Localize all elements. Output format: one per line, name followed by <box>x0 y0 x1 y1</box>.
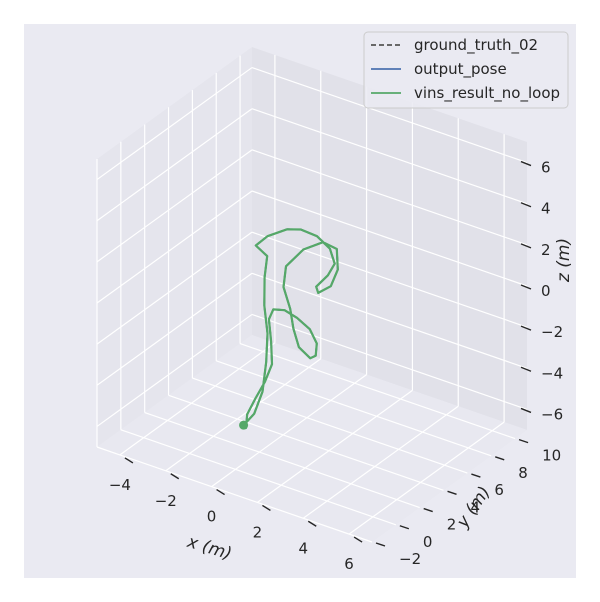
y-tick-label: 6 <box>494 481 504 499</box>
y-tick-mark <box>399 525 410 530</box>
z-tick-label: 2 <box>541 241 551 259</box>
x-gridline <box>119 342 276 456</box>
x-tick-label: 2 <box>253 523 263 541</box>
y-tick-mark <box>447 490 457 495</box>
grid-lines <box>96 54 528 543</box>
legend-label-ground-truth: ground_truth_02 <box>414 36 538 55</box>
y-gridline <box>192 377 468 474</box>
z-gridline <box>96 149 253 263</box>
series-vins-result-no-loop <box>242 228 339 430</box>
z-tick-mark <box>520 202 532 208</box>
z-gridline <box>251 149 528 246</box>
z-gridline <box>251 67 528 164</box>
z-gridline <box>251 231 528 328</box>
x-tick-mark <box>307 520 317 527</box>
legend-label-output-pose: output_pose <box>414 60 507 79</box>
x-gridline <box>211 374 367 488</box>
z-gridline <box>96 190 253 304</box>
x-tick-mark <box>216 488 225 496</box>
x-tick-label: 6 <box>344 555 354 573</box>
x-tick-mark <box>262 504 271 512</box>
z-tick-label: 4 <box>541 200 551 218</box>
z-tick-mark <box>520 243 532 249</box>
z-gridline <box>251 313 528 410</box>
legend-frame <box>363 31 569 109</box>
y-tick-label: 0 <box>423 533 433 551</box>
z-tick-mark <box>520 366 532 372</box>
x-tick-mark <box>124 457 134 464</box>
y-gridline <box>96 446 373 543</box>
y-tick-mark <box>518 438 529 444</box>
trajectories <box>239 228 339 430</box>
z-tick-mark <box>520 160 532 167</box>
x-gridline <box>302 405 459 519</box>
x-gridline <box>348 421 505 535</box>
y-tick-label: 2 <box>447 516 457 534</box>
z-gridline <box>96 313 253 427</box>
x-tick-label: 0 <box>207 508 217 526</box>
z-gridline <box>96 67 253 181</box>
z-gridline <box>96 231 253 345</box>
z-tick-mark <box>520 325 532 331</box>
z-axis-label: z (m) <box>554 238 574 283</box>
x-tick-label: −4 <box>109 476 131 494</box>
y-tick-label: 10 <box>542 447 561 465</box>
z-gridline <box>251 272 528 369</box>
z-tick-mark <box>520 284 532 290</box>
y-tick-label: −2 <box>399 550 421 568</box>
z-tick-label: −4 <box>541 364 563 382</box>
x-tick-label: −2 <box>155 492 177 510</box>
legend: ground_truth_02 output_pose vins_result_… <box>363 31 569 109</box>
legend-label-vins-no-loop: vins_result_no_loop <box>414 84 560 103</box>
z-tick-mark <box>520 407 532 414</box>
y-tick-mark <box>471 473 481 478</box>
trajectory-start-marker <box>239 420 249 430</box>
z-tick-label: 6 <box>541 159 551 177</box>
y-gridline <box>120 429 397 526</box>
y-tick-mark <box>423 507 433 513</box>
x-tick-mark <box>170 473 180 480</box>
x-tick-mark <box>353 536 363 543</box>
z-tick-label: −6 <box>541 405 563 423</box>
x-gridline <box>165 358 322 472</box>
y-tick-label: 4 <box>471 498 481 516</box>
x-gridline <box>257 389 413 503</box>
z-gridline <box>251 190 528 287</box>
z-gridline <box>96 272 253 386</box>
z-tick-label: 0 <box>541 282 551 300</box>
y-gridline <box>239 343 516 440</box>
z-gridline <box>251 108 528 205</box>
y-gridline <box>144 411 420 509</box>
y-gridline <box>168 394 444 491</box>
y-tick-label: 8 <box>518 464 528 482</box>
z-tick-label: −2 <box>541 323 563 341</box>
y-tick-mark <box>375 542 386 547</box>
floor-pane <box>97 335 527 542</box>
y-tick-mark <box>495 456 505 461</box>
y-gridline <box>216 360 492 457</box>
x-tick-label: 4 <box>298 539 308 557</box>
z-gridline <box>96 108 253 222</box>
